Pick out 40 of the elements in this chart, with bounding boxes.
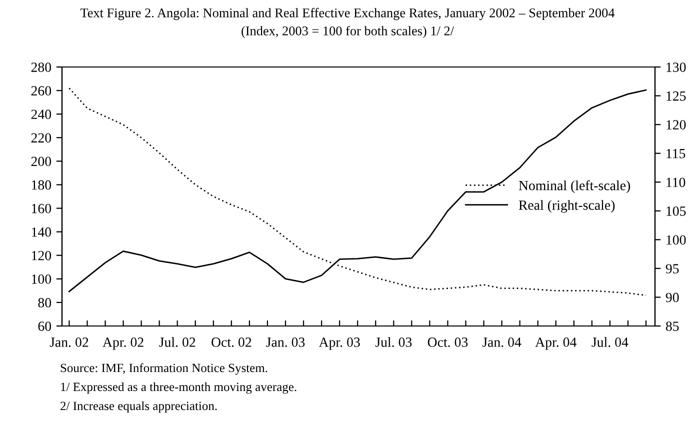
- x-tick-label: Oct. 03: [428, 338, 468, 347]
- x-tick-label: Apr. 04: [535, 338, 576, 350]
- x-tick-label: Jan. 03: [266, 338, 305, 347]
- y-tick-label: 100: [32, 274, 52, 284]
- x-tick-label: Apr. 03: [318, 338, 360, 350]
- y-tick-label: 240: [31, 110, 52, 120]
- y-tick-label: 80: [38, 298, 52, 308]
- y2-tick-label: 110: [666, 178, 686, 188]
- legend-label: Real (right-scale): [518, 200, 615, 213]
- x-tick-label: Jul. 03: [375, 337, 412, 347]
- x-tick-label: Apr. 02: [102, 338, 144, 350]
- y2-tick-label: 100: [666, 235, 686, 245]
- legend-label: Nominal (left-scale): [518, 180, 630, 194]
- chart-title: Text Figure 2. Angola: Nominal and Real Effective Exchange Rates, January 2002 – September 2004: [80, 8, 615, 20]
- y-tick-label: 260: [31, 86, 52, 96]
- y-tick-label: 280: [31, 62, 52, 72]
- y-tick-label: 200: [31, 156, 52, 166]
- y2-tick-label: 105: [666, 206, 686, 216]
- y2-tick-label: 115: [666, 148, 686, 158]
- y2-tick-label: 95: [666, 264, 679, 274]
- x-tick-label: Jul. 02: [159, 337, 196, 347]
- y-tick-label: 220: [31, 133, 52, 143]
- text: 1/ Expressed as a three-month moving average.: [61, 382, 296, 394]
- text: 2/ Increase equals appreciation.: [60, 401, 217, 413]
- y2-tick-label: 130: [666, 62, 686, 72]
- x-tick-label: Jan. 04: [482, 338, 522, 347]
- y2-tick-label: 90: [666, 292, 679, 302]
- y-tick-label: 60: [38, 322, 52, 331]
- y2-tick-label: 125: [666, 91, 686, 101]
- y-tick-label: 140: [32, 227, 52, 237]
- y-tick-label: 120: [32, 250, 52, 260]
- y2-tick-label: 120: [666, 120, 686, 130]
- y2-tick-label: 85: [666, 322, 679, 331]
- x-tick-label: Jan. 02: [50, 338, 88, 347]
- y-tick-label: 180: [32, 180, 52, 190]
- y-tick-label: 160: [32, 204, 52, 214]
- x-tick-label: Jul. 04: [592, 337, 628, 347]
- chart-subtitle: (Index, 2003 = 100 for both scales) 1/ 2/: [242, 26, 454, 38]
- source-note: Source: IMF, Information Notice System.: [60, 363, 268, 375]
- x-tick-label: Oct. 02: [212, 338, 252, 347]
